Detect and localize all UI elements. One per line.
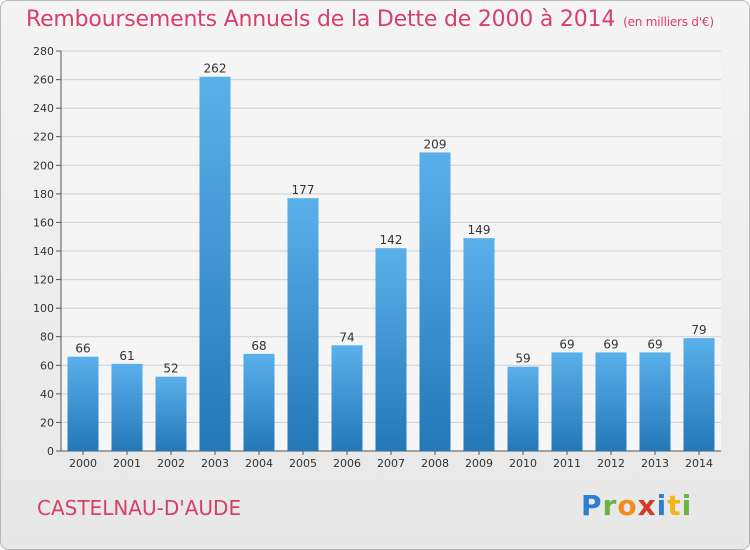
x-tick-label: 2006: [333, 457, 361, 470]
chart-subtitle: (en milliers d'€): [623, 15, 714, 29]
y-tick-label: 260: [33, 74, 54, 87]
bar: [551, 352, 583, 451]
x-tick-label: 2013: [641, 457, 669, 470]
y-tick-label: 100: [33, 302, 54, 315]
y-tick-label: 280: [33, 45, 54, 58]
x-tick-label: 2012: [597, 457, 625, 470]
y-tick-label: 120: [33, 274, 54, 287]
bar: [199, 76, 231, 451]
bar: [463, 238, 495, 451]
chart-title-text: Remboursements Annuels de la Dette de 20…: [26, 7, 616, 32]
bar-value-label: 69: [647, 337, 662, 351]
bar: [507, 366, 539, 451]
bar-value-label: 262: [204, 62, 227, 76]
bar: [331, 345, 363, 451]
y-tick-label: 140: [33, 245, 54, 258]
x-tick-label: 2000: [69, 457, 97, 470]
bar-value-label: 74: [339, 330, 354, 344]
x-tick-label: 2009: [465, 457, 493, 470]
x-tick-label: 2004: [245, 457, 273, 470]
y-tick-label: 240: [33, 102, 54, 115]
y-tick-label: 0: [47, 445, 54, 458]
x-tick-label: 2005: [289, 457, 317, 470]
bar-value-label: 59: [515, 352, 530, 366]
y-tick-label: 200: [33, 159, 54, 172]
proxiti-logo: Proxiti: [581, 489, 693, 522]
y-tick-label: 40: [40, 388, 54, 401]
bar-value-label: 69: [559, 337, 574, 351]
x-tick-label: 2001: [113, 457, 141, 470]
bar: [111, 363, 143, 451]
bar: [67, 356, 99, 451]
bar-value-label: 69: [603, 337, 618, 351]
bar: [155, 376, 187, 451]
bar: [243, 353, 275, 451]
city-name: CASTELNAU-D'AUDE: [37, 496, 242, 520]
y-tick-label: 160: [33, 216, 54, 229]
bar: [375, 248, 407, 451]
bar-value-label: 61: [119, 349, 134, 363]
bar-value-label: 66: [75, 342, 90, 356]
bar: [683, 338, 715, 451]
x-tick-label: 2008: [421, 457, 449, 470]
y-tick-label: 80: [40, 331, 54, 344]
x-tick-label: 2010: [509, 457, 537, 470]
x-tick-label: 2014: [685, 457, 713, 470]
bar-value-label: 177: [292, 183, 315, 197]
y-tick-label: 60: [40, 359, 54, 372]
x-tick-label: 2003: [201, 457, 229, 470]
y-tick-label: 20: [40, 416, 54, 429]
bar-value-label: 209: [424, 137, 447, 151]
bar-value-label: 142: [380, 233, 403, 247]
chart-title: Remboursements Annuels de la Dette de 20…: [26, 7, 714, 32]
bar-value-label: 79: [691, 323, 706, 337]
bar: [419, 152, 451, 451]
bar-value-label: 52: [163, 362, 178, 376]
bar-value-label: 149: [468, 223, 491, 237]
x-tick-label: 2011: [553, 457, 581, 470]
bar-value-label: 68: [251, 339, 266, 353]
bar: [595, 352, 627, 451]
bar: [639, 352, 671, 451]
y-tick-label: 180: [33, 188, 54, 201]
x-tick-label: 2007: [377, 457, 405, 470]
bar: [287, 198, 319, 451]
x-tick-label: 2002: [157, 457, 185, 470]
y-tick-label: 220: [33, 131, 54, 144]
